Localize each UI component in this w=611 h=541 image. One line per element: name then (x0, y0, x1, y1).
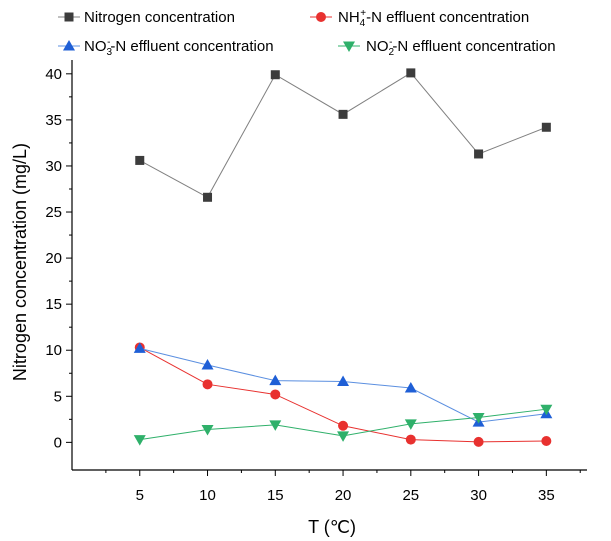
y-tick-label: 35 (45, 112, 62, 129)
data-point (133, 342, 146, 353)
legend-marker (64, 12, 74, 22)
series-2 (134, 342, 552, 447)
data-point (540, 404, 553, 416)
legend-label: Nitrogen concentration (84, 9, 235, 26)
legend-entry: Nitrogen concentration (58, 9, 235, 26)
data-point (270, 70, 280, 80)
legend-entry: NO3--N effluent concentration (58, 37, 274, 58)
x-tick-label: 5 (136, 487, 144, 504)
x-tick-label: 25 (402, 487, 419, 504)
series-3 (133, 342, 553, 427)
y-tick-label: 20 (45, 250, 62, 267)
data-point (203, 192, 213, 202)
series-4 (133, 404, 553, 446)
data-point (541, 122, 551, 132)
axes: 5 10 15 20 25 30 35 0 5 10 15 20 25 30 35 40 (45, 60, 587, 504)
legend-marker (63, 40, 75, 51)
legend-label: NO3--N effluent concentration (84, 37, 274, 58)
x-axis-title: T (℃) (308, 517, 356, 537)
y-tick-label: 15 (45, 296, 62, 313)
data-point (133, 435, 146, 446)
x-tick-label: 15 (267, 487, 284, 504)
legend-entry: NO2--N effluent concentration (338, 37, 556, 58)
data-point (269, 420, 282, 431)
legend: Nitrogen concentration NH4+-N effluent co… (58, 8, 556, 58)
data-point (202, 379, 213, 390)
data-point (269, 374, 282, 386)
legend-entry: NH4+-N effluent concentration (310, 8, 529, 29)
legend-label: NO2--N effluent concentration (366, 37, 556, 58)
series-layer (133, 68, 553, 447)
legend-marker (343, 41, 355, 52)
y-axis-title: Nitrogen concentration (mg/L) (10, 143, 30, 381)
x-tick-label: 20 (335, 487, 352, 504)
data-point (541, 435, 552, 446)
series-line (139, 72, 547, 198)
data-point (270, 389, 281, 400)
y-tick-label: 30 (45, 158, 62, 175)
y-tick-label: 25 (45, 204, 62, 221)
y-tick-label: 5 (54, 388, 62, 405)
y-tick-label: 40 (45, 66, 62, 83)
data-point (473, 436, 484, 447)
data-point (338, 109, 348, 119)
x-tick-label: 30 (470, 487, 487, 504)
data-point (404, 419, 417, 430)
series-1 (135, 68, 551, 202)
legend-label: NH4+-N effluent concentration (338, 8, 529, 29)
data-point (338, 420, 349, 431)
data-point (135, 155, 145, 165)
data-point (337, 375, 350, 387)
data-point (474, 149, 484, 159)
y-tick-label: 10 (45, 342, 62, 359)
data-point (404, 382, 417, 393)
data-point (405, 434, 416, 445)
data-point (472, 412, 485, 424)
x-tick-label: 35 (538, 487, 555, 504)
data-point (406, 68, 416, 78)
data-point (201, 424, 214, 436)
legend-marker (316, 12, 326, 22)
data-point (201, 358, 214, 370)
x-tick-label: 10 (199, 487, 216, 504)
data-point (337, 431, 350, 442)
y-tick-label: 0 (54, 434, 62, 451)
